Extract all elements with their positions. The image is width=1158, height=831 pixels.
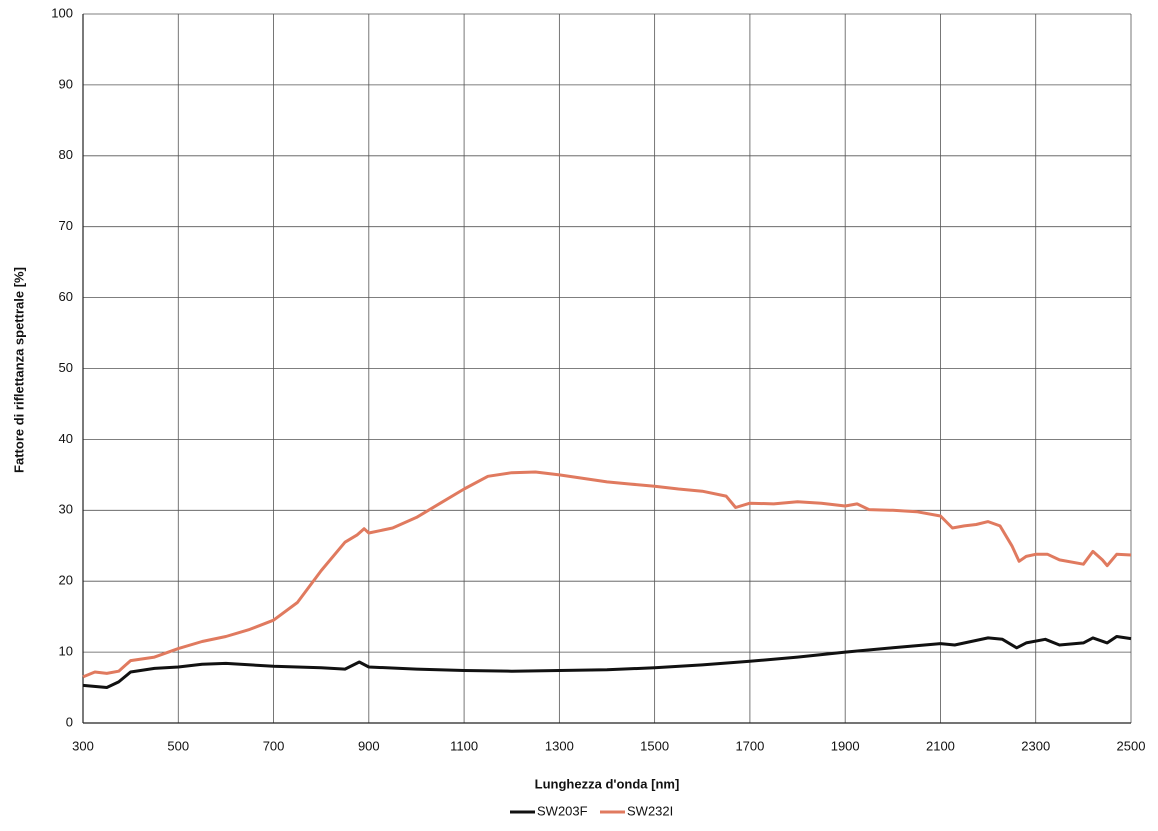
y-tick-label: 60 [59, 289, 73, 304]
x-tick-label: 500 [167, 738, 189, 753]
x-tick-label: 1500 [640, 738, 669, 753]
y-tick-label: 10 [59, 644, 73, 659]
x-tick-label: 300 [72, 738, 94, 753]
y-tick-label: 30 [59, 502, 73, 517]
legend-label: SW203F [537, 803, 588, 818]
x-axis-label: Lunghezza d'onda [nm] [535, 776, 680, 791]
y-tick-label: 40 [59, 431, 73, 446]
x-tick-label: 1300 [545, 738, 574, 753]
y-tick-label: 70 [59, 218, 73, 233]
x-tick-label: 2100 [926, 738, 955, 753]
x-tick-label: 1700 [735, 738, 764, 753]
x-tick-label: 1900 [831, 738, 860, 753]
x-tick-label: 2500 [1117, 738, 1146, 753]
y-tick-label: 100 [51, 5, 73, 20]
y-tick-label: 0 [66, 714, 73, 729]
y-axis-label: Fattore di riflettanza spettrale [%] [11, 267, 26, 473]
y-tick-label: 90 [59, 76, 73, 91]
x-tick-label: 700 [263, 738, 285, 753]
x-tick-label: 2300 [1021, 738, 1050, 753]
y-tick-label: 80 [59, 147, 73, 162]
legend-label: SW232I [627, 803, 673, 818]
x-tick-label: 900 [358, 738, 380, 753]
y-tick-label: 20 [59, 573, 73, 588]
x-tick-label: 1100 [450, 738, 478, 753]
series-line [82, 470, 1132, 679]
y-tick-label: 50 [59, 360, 73, 375]
series-line [82, 635, 1132, 689]
